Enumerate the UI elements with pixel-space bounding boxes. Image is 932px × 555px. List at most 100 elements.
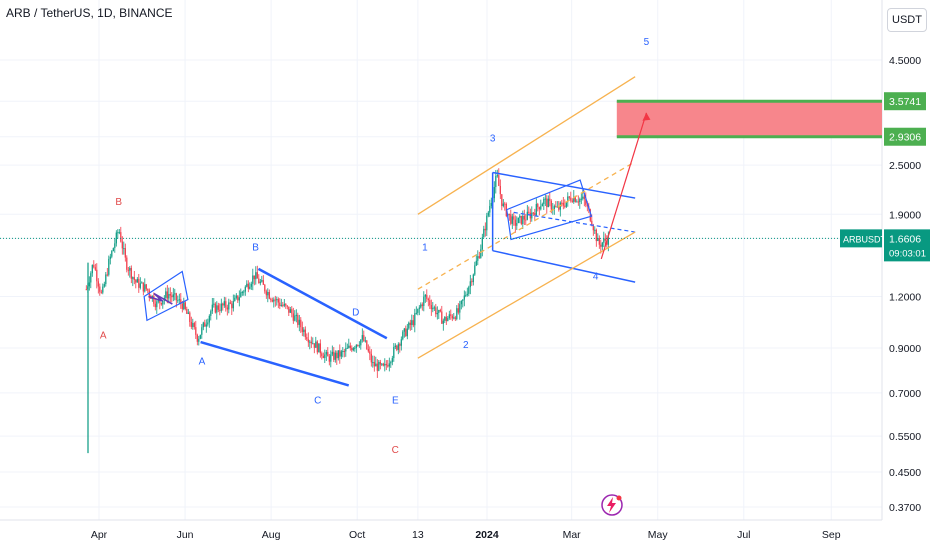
candle-body xyxy=(282,304,284,306)
candle-body xyxy=(393,346,395,359)
candle-body xyxy=(327,352,329,357)
candle-body xyxy=(382,363,384,366)
candle-body xyxy=(475,260,477,266)
candle-body xyxy=(385,363,387,366)
candle-body xyxy=(466,293,468,296)
candle-body xyxy=(280,304,282,306)
candle-body xyxy=(564,205,566,207)
candle-body xyxy=(310,341,312,344)
candle-body xyxy=(267,291,269,296)
price-tick-label: 4.5000 xyxy=(889,55,921,67)
candle-body xyxy=(316,341,318,353)
candle-body xyxy=(411,320,413,325)
time-tick-label: May xyxy=(648,529,669,541)
candle-body xyxy=(330,354,332,362)
candle-body xyxy=(358,345,360,347)
candle-body xyxy=(508,213,510,215)
candle-body xyxy=(97,281,99,287)
time-tick-label: Jul xyxy=(737,529,750,541)
candle-body xyxy=(403,328,405,332)
candle-body xyxy=(474,265,476,275)
candle-body xyxy=(279,302,281,306)
candle-body xyxy=(343,351,345,353)
candle-body xyxy=(229,302,231,304)
candle-body xyxy=(579,198,581,203)
candle-body xyxy=(136,278,138,283)
candle-body xyxy=(418,307,420,309)
candle-body xyxy=(112,248,114,252)
candle-body xyxy=(454,317,456,320)
candle-body xyxy=(103,284,105,287)
candle-body xyxy=(201,327,203,335)
candle-body xyxy=(318,343,320,353)
candle-body xyxy=(463,295,465,300)
price-tick-label: 2.5000 xyxy=(889,160,921,172)
zone-upper-price-tag xyxy=(884,92,926,111)
candle-body xyxy=(444,316,446,321)
candle-body xyxy=(114,243,116,249)
candle-body xyxy=(99,286,101,292)
candle-body xyxy=(384,363,386,366)
time-tick-label: Aug xyxy=(262,529,281,541)
candle-body xyxy=(379,361,381,365)
candle-body xyxy=(583,196,585,200)
currency-button[interactable]: USDT xyxy=(887,8,927,32)
candle-body xyxy=(378,361,380,371)
candle-body xyxy=(93,264,95,268)
wave-label: C xyxy=(314,395,321,406)
price-tick-label: 0.5500 xyxy=(889,431,921,443)
candle-body xyxy=(421,304,423,306)
candle-body xyxy=(238,297,240,301)
candle-body xyxy=(162,300,164,305)
candle-body xyxy=(205,324,207,327)
candle-body xyxy=(117,232,119,234)
candle-body xyxy=(177,300,179,302)
candle-body xyxy=(258,278,260,284)
price-tick-label: 1.9000 xyxy=(889,209,921,221)
candle-body xyxy=(144,284,146,292)
candle-body xyxy=(493,187,495,199)
candle-body xyxy=(543,198,545,205)
candle-body xyxy=(445,316,447,322)
candle-body xyxy=(232,301,234,309)
candle-body xyxy=(424,294,426,297)
candle-body xyxy=(207,322,209,325)
candle-body xyxy=(402,331,404,340)
candle-body xyxy=(354,347,356,349)
candle-body xyxy=(535,204,537,216)
candle-body xyxy=(585,199,587,205)
wave-label: C xyxy=(392,445,399,456)
candle-body xyxy=(325,352,327,355)
candle-body xyxy=(172,294,174,298)
candle-body xyxy=(387,365,389,367)
candle-body xyxy=(574,196,576,202)
candle-body xyxy=(153,295,155,304)
candle-body xyxy=(189,312,191,322)
candle-body xyxy=(249,286,251,289)
candle-body xyxy=(166,291,168,299)
last-price-label: 1.6606 xyxy=(889,233,921,245)
candle-body xyxy=(477,256,479,261)
zone-lower-price-tag xyxy=(884,127,926,146)
candle-body xyxy=(217,305,219,310)
candle-body xyxy=(138,278,140,288)
candle-body xyxy=(591,220,593,226)
candle-body xyxy=(181,303,183,310)
candle-body xyxy=(135,279,137,283)
candle-body xyxy=(487,212,489,216)
candle-body xyxy=(129,268,131,271)
candle-body xyxy=(550,200,552,210)
candle-body xyxy=(472,274,474,283)
candle-body xyxy=(360,339,362,346)
candle-body xyxy=(130,268,132,279)
candle-body xyxy=(91,264,93,274)
candle-body xyxy=(270,298,272,300)
candle-body xyxy=(118,232,120,234)
candle-body xyxy=(370,353,372,363)
candle-body xyxy=(235,295,237,298)
candle-body xyxy=(187,312,189,314)
symbol-tag xyxy=(840,229,882,248)
wave-label: 3 xyxy=(490,134,496,145)
